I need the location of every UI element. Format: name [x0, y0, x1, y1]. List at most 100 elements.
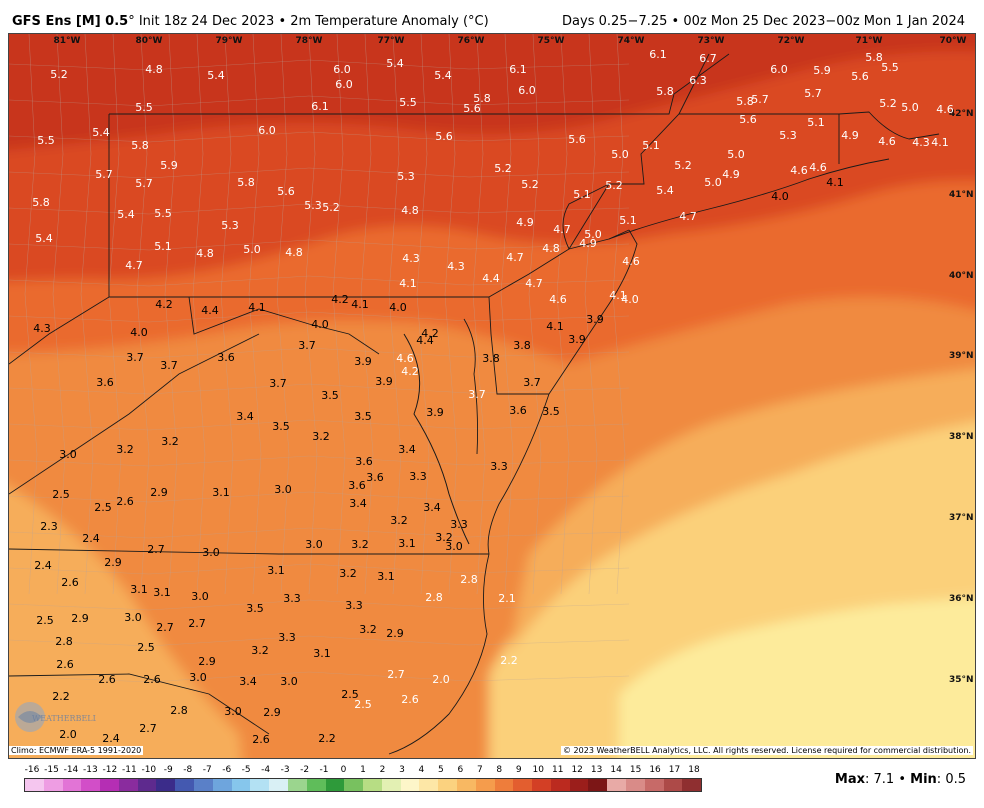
anomaly-value-label: 4.8	[196, 247, 214, 260]
colorbar-swatch	[682, 779, 702, 791]
anomaly-value-label: 4.6	[790, 164, 808, 177]
min-label: Min	[910, 772, 937, 787]
anomaly-value-label: 3.0	[274, 483, 292, 496]
anomaly-value-label: 2.7	[156, 621, 174, 634]
anomaly-value-label: 3.5	[321, 389, 339, 402]
colorbar-tick-label: -2	[300, 765, 310, 775]
logo-text: WEATHERBELL	[32, 714, 96, 723]
anomaly-value-label: 5.6	[277, 185, 295, 198]
anomaly-value-label: 5.2	[674, 159, 692, 172]
anomaly-value-label: 2.6	[61, 576, 79, 589]
anomaly-value-label: 3.3	[345, 599, 363, 612]
anomaly-value-label: 5.1	[573, 188, 591, 201]
anomaly-value-label: 6.1	[649, 48, 667, 61]
anomaly-value-label: 5.6	[435, 130, 453, 143]
anomaly-value-label: 4.1	[351, 298, 369, 311]
anomaly-value-label: 3.5	[542, 405, 560, 418]
anomaly-value-label: 6.0	[518, 84, 536, 97]
anomaly-value-label: 5.5	[154, 207, 172, 220]
anomaly-value-label: 5.2	[494, 162, 512, 175]
colorbar-swatch	[287, 779, 307, 791]
anomaly-value-label: 3.0	[189, 671, 207, 684]
anomaly-value-label: 4.4	[416, 334, 434, 347]
colorbar-swatch	[626, 779, 645, 791]
anomaly-value-label: 4.7	[525, 277, 543, 290]
anomaly-value-label: 5.3	[304, 199, 322, 212]
colorbar-swatch	[494, 779, 514, 791]
anomaly-value-label: 3.6	[509, 404, 527, 417]
anomaly-value-label: 5.5	[135, 101, 153, 114]
anomaly-value-label: 4.9	[722, 168, 740, 181]
anomaly-value-label: 3.3	[450, 518, 468, 531]
colorbar-swatch	[588, 779, 608, 791]
unit: °C)	[468, 14, 489, 29]
colorbar-swatch	[212, 779, 232, 791]
anomaly-value-label: 5.4	[656, 184, 674, 197]
anomaly-value-label: 6.3	[689, 74, 707, 87]
anomaly-value-label: 4.1	[546, 320, 564, 333]
anomaly-value-label: 5.8	[736, 95, 754, 108]
anomaly-value-label: 3.0	[224, 705, 242, 718]
anomaly-value-label: 3.7	[468, 388, 486, 401]
latitude-label: 41°N	[949, 190, 974, 200]
state-line	[9, 296, 110, 365]
colorbar-tick-label: 0	[340, 765, 347, 775]
colorbar-tick-label: 10	[532, 765, 544, 775]
anomaly-value-label: 4.3	[912, 136, 930, 149]
climo-note: Climo: ECMWF ERA-5 1991-2020	[9, 746, 144, 755]
colorbar-swatch	[400, 779, 420, 791]
anomaly-fill	[9, 34, 975, 758]
anomaly-value-label: 6.0	[333, 63, 351, 76]
anomaly-value-label: 3.6	[348, 479, 366, 492]
colorbar-swatch	[363, 779, 382, 791]
longitude-label: 71°W	[856, 36, 883, 46]
anomaly-value-label: 3.8	[513, 339, 531, 352]
colorbar-tick-label: -11	[121, 765, 137, 775]
state-lines	[9, 53, 940, 755]
colorbar-tick-label: -8	[183, 765, 193, 775]
anomaly-value-label: 3.1	[153, 586, 171, 599]
anomaly-value-label: 5.7	[751, 93, 769, 106]
anomaly-value-label: 2.4	[34, 559, 52, 572]
anomaly-value-label: 5.8	[32, 196, 50, 209]
colorbar-tick-label: -3	[280, 765, 290, 775]
anomaly-value-label: 2.8	[425, 591, 443, 604]
anomaly-value-label: 3.0	[202, 546, 220, 559]
anomaly-value-label: 2.7	[147, 543, 165, 556]
anomaly-value-label: 4.1	[826, 176, 844, 189]
colorbar-tick-label: -7	[202, 765, 212, 775]
anomaly-value-label: 5.8	[131, 139, 149, 152]
state-line	[487, 393, 550, 555]
anomaly-value-label: 5.2	[879, 97, 897, 110]
anomaly-value-label: 3.9	[426, 406, 444, 419]
colorbar-tick-label: 4	[418, 765, 425, 775]
anomaly-value-label: 5.4	[386, 57, 404, 70]
colorbar-tick-label: -6	[222, 765, 232, 775]
anomaly-value-label: 3.1	[398, 537, 416, 550]
anomaly-value-label: 2.0	[59, 728, 77, 741]
anomaly-value-label: 4.1	[609, 289, 627, 302]
anomaly-value-label: 4.0	[311, 318, 329, 331]
anomaly-value-label: 3.5	[246, 602, 264, 615]
anomaly-value-label: 3.0	[191, 590, 209, 603]
anomaly-value-label: 4.6	[622, 255, 640, 268]
anomaly-value-label: 5.9	[160, 159, 178, 172]
anomaly-value-label: 4.2	[401, 365, 419, 378]
anomaly-value-label: 2.5	[36, 614, 54, 627]
chesapeake-bay	[403, 333, 470, 545]
anomaly-value-label: 2.2	[52, 690, 70, 703]
longitude-label: 75°W	[538, 36, 565, 46]
anomaly-value-label: 3.6	[217, 351, 235, 364]
anomaly-value-label: 4.1	[248, 301, 266, 314]
colorbar-swatch	[81, 779, 101, 791]
anomaly-value-label: 2.2	[500, 654, 518, 667]
colorbar-swatch	[550, 779, 570, 791]
anomaly-value-label: 2.5	[52, 488, 70, 501]
anomaly-value-label: 3.8	[482, 352, 500, 365]
state-line	[109, 53, 730, 115]
colorbar-swatch	[569, 779, 589, 791]
anomaly-value-label: 3.1	[313, 647, 331, 660]
anomaly-value-label: 4.8	[285, 246, 303, 259]
anomaly-value-label: 3.0	[124, 611, 142, 624]
anomaly-value-label: 5.2	[605, 179, 623, 192]
